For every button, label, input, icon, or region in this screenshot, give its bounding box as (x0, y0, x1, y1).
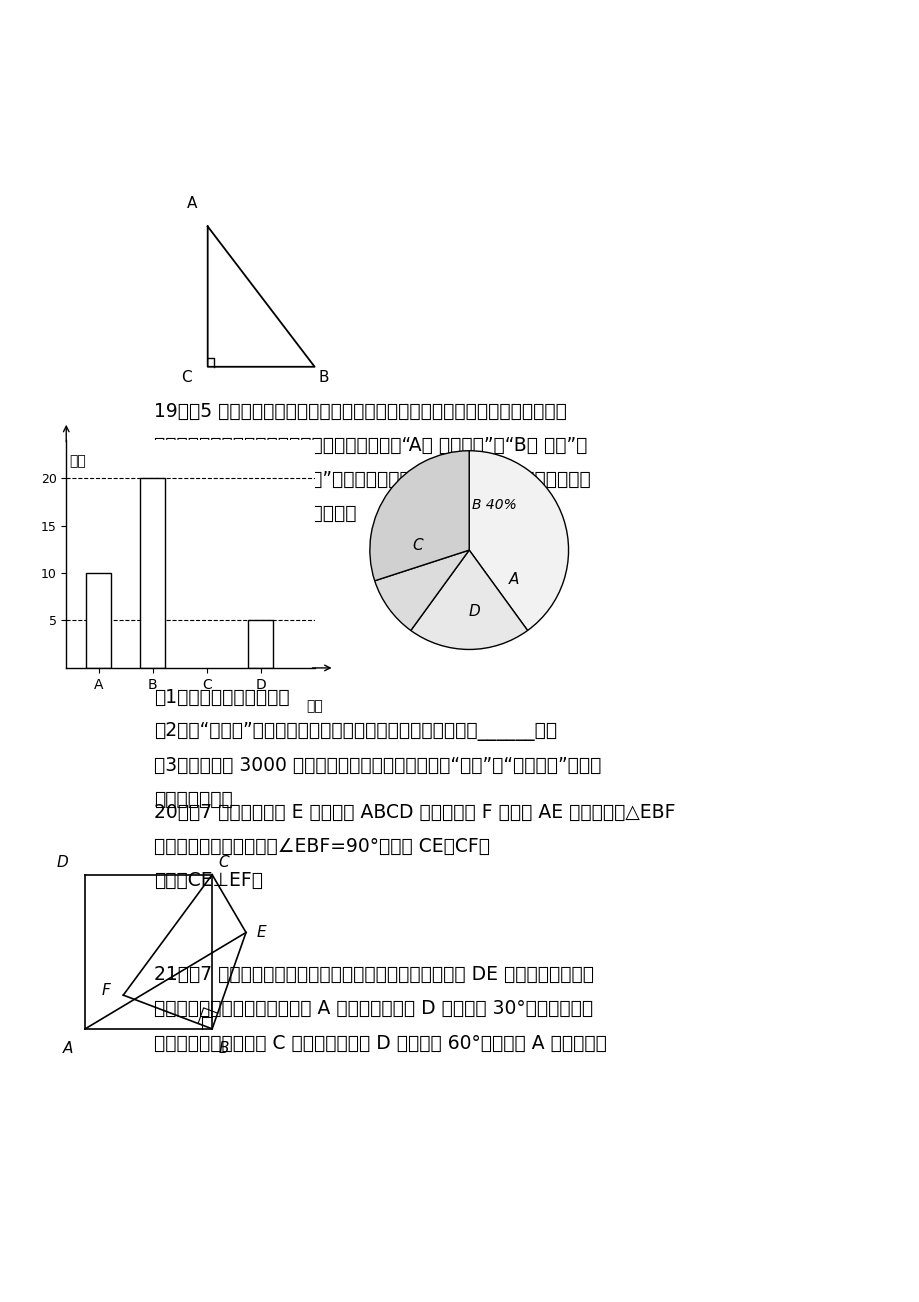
Text: A: A (63, 1040, 74, 1056)
Text: B: B (318, 370, 328, 385)
Text: 人数: 人数 (69, 454, 85, 469)
Wedge shape (411, 549, 527, 650)
Text: 图，请结合两幅统计图，回答下列问题：: 图，请结合两幅统计图，回答下列问题： (154, 504, 357, 523)
Text: 态度: 态度 (306, 699, 323, 713)
Text: （3）若该校有 3000 名学生，请你估计该校学生对持“赞同”和“非常赞同”两种态: （3）若该校有 3000 名学生，请你估计该校学生对持“赞同”和“非常赞同”两种… (154, 755, 601, 775)
Text: （2）持“不赞同”态度的学生人数的百分比所占幬形的圆心角为______度．: （2）持“不赞同”态度的学生人数的百分比所占幬形的圆心角为______度． (154, 721, 557, 741)
Text: E: E (256, 924, 266, 940)
Text: 19．（5 分）某校学生数学兴趣小组为了解本校同学对上课外补习班的态度，在: 19．（5 分）某校学生数学兴趣小组为了解本校同学对上课外补习班的态度，在 (154, 402, 566, 421)
Text: “C－ 无所谓”、“D－ 不赞同”等四种态度，现将调查统计结果制成了如图两幅统计: “C－ 无所谓”、“D－ 不赞同”等四种态度，现将调查统计结果制成了如图两幅统计 (154, 470, 590, 490)
Text: A: A (187, 197, 197, 211)
Text: B 40%: B 40% (471, 499, 516, 513)
Text: C: C (181, 370, 192, 385)
Text: D: D (468, 604, 480, 620)
Text: C: C (412, 538, 423, 552)
Wedge shape (469, 450, 568, 630)
Text: 是等腰直角三角形，其中∠EBF=90°，连接 CE、CF．: 是等腰直角三角形，其中∠EBF=90°，连接 CE、CF． (154, 837, 490, 855)
Text: B: B (219, 1040, 229, 1056)
Text: 21．（7 分）如图，数学课外小组的同学欲测量校内一棵树 DE 的高度，他们在这: 21．（7 分）如图，数学课外小组的同学欲测量校内一棵树 DE 的高度，他们在这 (154, 965, 594, 984)
Bar (141, 478, 165, 668)
Bar (86, 573, 110, 668)
Text: D: D (56, 855, 68, 870)
Text: 棵树正前方一座楼亭前的台阶上 A 点处测得树顶端 D 的仰角为 30°，朝着这棵树: 棵树正前方一座楼亭前的台阶上 A 点处测得树顶端 D 的仰角为 30°，朝着这棵… (154, 1000, 593, 1018)
Bar (248, 621, 273, 668)
Text: 20．（7 分）如图，点 E 为正方形 ABCD 外一点，点 F 是线段 AE 上一点，且△EBF: 20．（7 分）如图，点 E 为正方形 ABCD 外一点，点 F 是线段 AE … (154, 803, 675, 822)
Text: 求证：CE⊥EF．: 求证：CE⊥EF． (154, 871, 263, 891)
Text: 学校抽取了部分同学进行了问卷调查，调查分别为“A－ 非常赞同”、“B－ 赞同”、: 学校抽取了部分同学进行了问卷调查，调查分别为“A－ 非常赞同”、“B－ 赞同”、 (154, 436, 587, 454)
Text: 度的人数之和．: 度的人数之和． (154, 790, 233, 809)
Wedge shape (374, 549, 469, 630)
Text: 的方向走到台阶下的点 C 处，测得树顶端 D 的仰角为 60°．已知点 A 到水平地面: 的方向走到台阶下的点 C 处，测得树顶端 D 的仰角为 60°．已知点 A 到水… (154, 1034, 607, 1052)
Wedge shape (369, 450, 469, 581)
Text: （1）请补全条形统计图．: （1）请补全条形统计图． (154, 687, 289, 707)
Text: F: F (102, 983, 110, 997)
Text: C: C (219, 855, 229, 870)
Text: A: A (508, 573, 518, 587)
